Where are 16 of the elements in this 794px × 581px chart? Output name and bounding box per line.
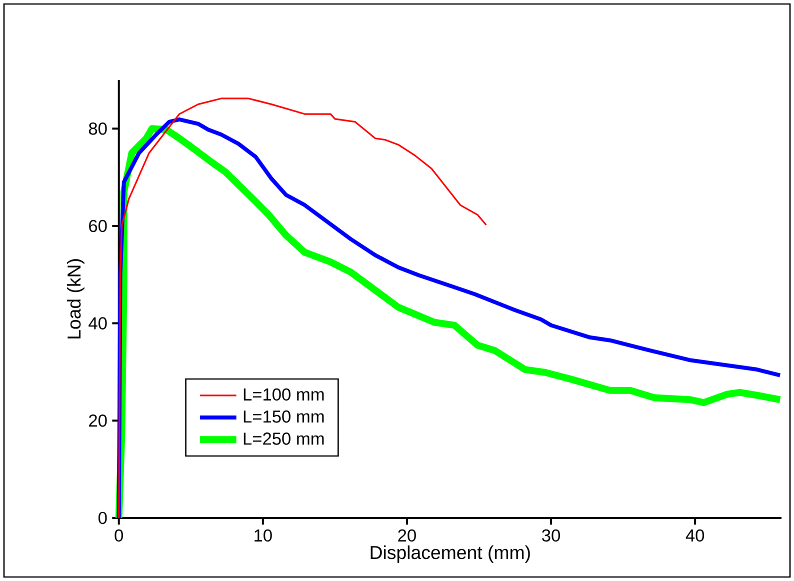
y-tick-label: 40 (88, 317, 107, 330)
x-tick-label: 0 (114, 529, 123, 542)
x-tick-label: 40 (686, 529, 704, 542)
y-axis-title: Load (kN) (66, 259, 84, 338)
legend-label: L=100 mm (244, 388, 324, 401)
y-tick-label: 0 (98, 512, 107, 524)
x-axis-title: Displacement (mm) (370, 545, 530, 563)
y-tick-label: 60 (89, 220, 107, 232)
x-tick-label: 30 (542, 529, 560, 542)
legend-label: L=250 mm (244, 432, 324, 445)
y-tick-label: 20 (89, 414, 107, 427)
legend-label: L=150 mm (244, 410, 324, 423)
x-tick-label: 20 (398, 529, 416, 542)
line-series (118, 98, 487, 519)
x-tick-label: 10 (254, 529, 272, 542)
y-tick-label: 80 (88, 122, 107, 135)
